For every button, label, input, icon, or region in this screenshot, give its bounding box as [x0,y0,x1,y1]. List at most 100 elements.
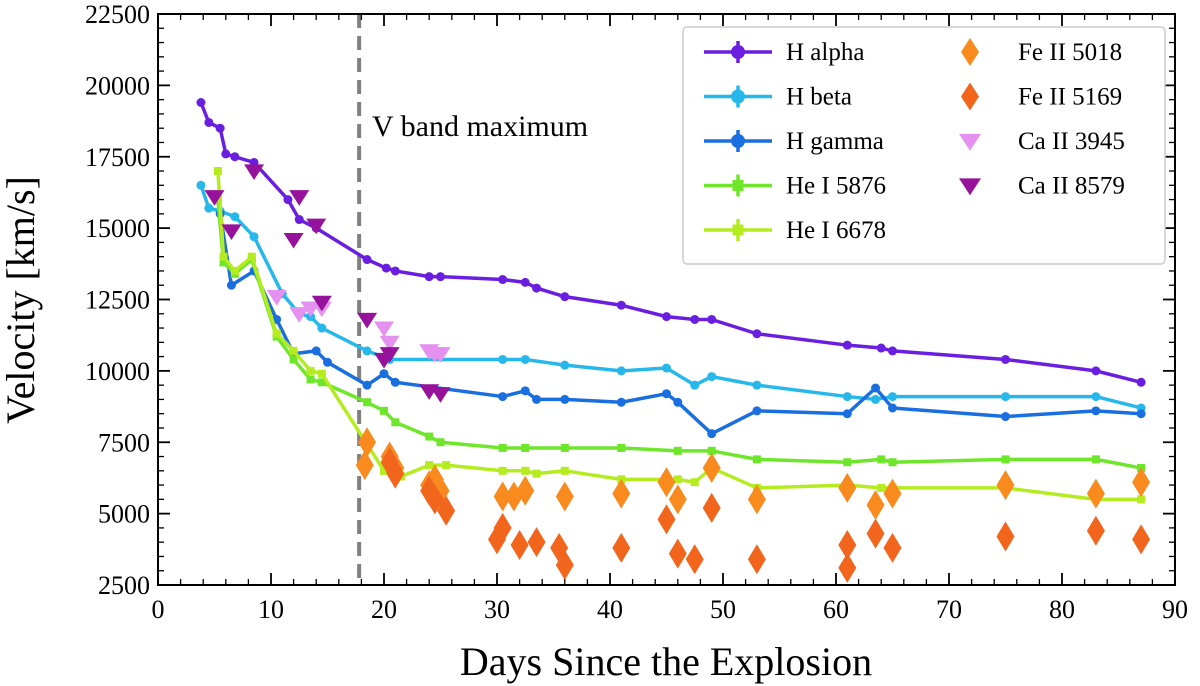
series-layer [196,98,1151,583]
legend-item-he-i-6678: He I 6678 [704,217,886,244]
data-point-fe-ii-5018 [358,427,377,458]
data-point-h-gamma [362,380,372,390]
data-point-h-beta [317,323,327,333]
data-point-he-i-6678 [690,478,699,487]
data-point-h-alpha [1136,377,1146,387]
data-point-ca-ii-3945 [430,347,451,363]
data-point-h-gamma [842,409,852,419]
data-point-h-gamma [311,346,321,356]
data-point-ca-ii-8579 [204,190,225,206]
data-point-ca-ii-8579 [357,312,378,329]
data-point-fe-ii-5169 [866,518,885,549]
data-point-h-gamma [752,406,762,416]
legend-marker [959,133,981,151]
data-point-h-gamma [560,394,570,404]
legend-item-he-i-5876: He I 5876 [704,173,886,200]
data-point-he-i-6678 [673,475,682,484]
legend-label: He I 5876 [786,173,886,200]
x-tick-label: 50 [710,595,736,624]
data-point-h-alpha [888,346,897,356]
data-point-he-i-6678 [219,252,228,261]
v-band-maximum-label: V band maximum [372,110,588,143]
data-point-ca-ii-3945 [289,307,310,323]
data-point-h-alpha [196,98,206,108]
legend-label: Ca II 8579 [1018,173,1125,200]
y-tick-label: 10000 [85,357,150,386]
data-point-fe-ii-5018 [668,484,687,515]
data-point-he-i-5876 [219,258,228,267]
data-point-h-alpha [294,215,304,225]
data-point-h-alpha [283,195,293,205]
data-point-h-gamma [323,357,332,367]
data-point-h-alpha [204,117,214,127]
data-point-he-i-6678 [521,466,530,475]
legend-marker [731,45,745,59]
data-point-he-i-6678 [498,466,507,475]
x-axis-title: Days Since the Explosion [460,639,872,684]
data-point-h-beta [204,203,214,213]
data-point-h-alpha [690,314,700,324]
x-tick-label: 60 [823,595,849,624]
data-point-h-gamma [1136,409,1146,419]
legend-item-h-beta: H beta [704,84,852,111]
legend-label: He I 6678 [786,217,886,244]
data-point-he-i-5876 [498,443,507,452]
data-point-he-i-6678 [230,266,239,275]
data-point-h-alpha [707,314,717,324]
data-point-fe-ii-5018 [747,484,766,515]
data-point-fe-ii-5018 [612,478,631,509]
x-tick-label: 20 [371,595,397,624]
legend-marker [732,224,744,236]
data-point-fe-ii-5018 [702,452,721,483]
data-point-h-alpha [876,343,886,353]
data-point-he-i-5876 [1001,455,1010,464]
data-point-he-i-6678 [532,469,541,478]
data-point-ca-ii-8579 [430,387,451,403]
data-point-he-i-5876 [363,398,372,407]
data-point-he-i-6678 [425,461,434,470]
legend-label: Fe II 5169 [1018,84,1122,111]
data-point-he-i-5876 [560,443,569,452]
data-point-h-gamma [707,429,717,439]
data-point-he-i-6678 [289,346,298,355]
legend-marker [959,178,981,196]
data-point-he-i-5876 [391,418,400,427]
data-point-fe-ii-5169 [838,552,857,583]
data-point-he-i-5876 [617,443,626,452]
data-point-h-gamma [498,392,508,402]
data-point-fe-ii-5018 [996,470,1015,501]
legend-label: H beta [786,84,852,111]
data-point-fe-ii-5169 [657,504,676,535]
data-point-fe-ii-5169 [1086,515,1105,546]
series-fe-ii-5018 [355,427,1151,521]
y-tick-label: 2500 [98,571,150,600]
data-point-he-i-5876 [707,446,716,455]
data-point-he-i-6678 [247,252,256,261]
data-point-fe-ii-5169 [493,512,512,543]
data-point-fe-ii-5169 [386,458,405,489]
data-point-h-beta [196,180,206,190]
data-point-ca-ii-3945 [374,321,394,338]
data-point-he-i-6678 [1137,495,1146,504]
legend-item-h-gamma: H gamma [704,128,884,155]
data-point-fe-ii-5169 [996,521,1015,552]
data-point-h-alpha [381,263,391,273]
data-point-h-gamma [226,280,236,290]
data-point-h-alpha [616,300,626,310]
data-point-he-i-5876 [306,375,315,384]
data-point-he-i-6678 [442,461,451,470]
data-point-he-i-5876 [752,455,761,464]
legend-marker [731,89,745,104]
y-tick-label: 12500 [85,286,150,315]
legend-label: Fe II 5018 [1018,39,1122,66]
data-point-h-gamma [616,397,626,407]
y-tick-label: 5000 [98,500,150,529]
data-point-ca-ii-8579 [244,164,265,181]
data-point-he-i-6678 [560,466,569,475]
data-point-fe-ii-5018 [883,478,902,509]
data-point-fe-ii-5169 [510,530,529,561]
legend-marker [961,82,979,111]
data-point-h-beta [752,380,762,390]
legend-item-fe-ii-5018: Fe II 5018 [961,38,1122,66]
data-point-h-gamma [390,377,400,387]
